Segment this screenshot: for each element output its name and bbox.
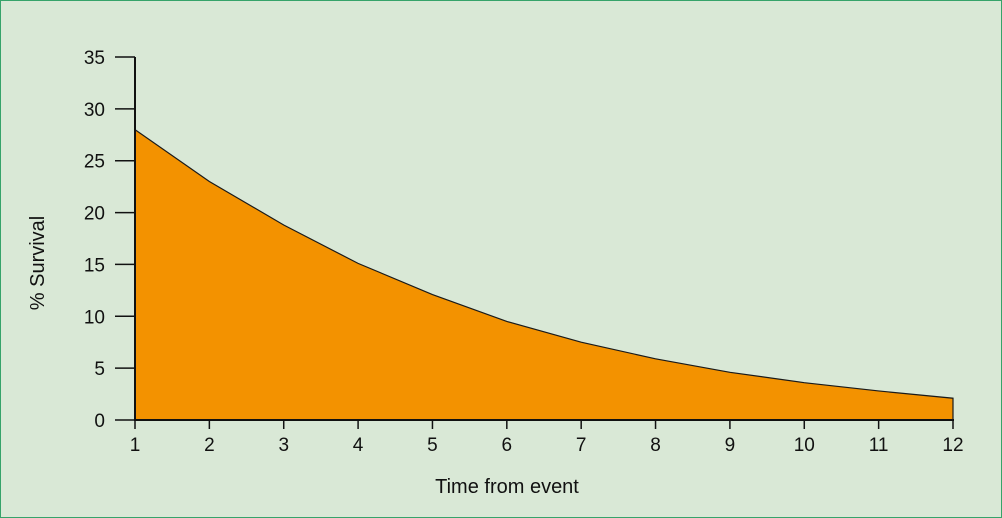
x-tick-label: 1: [130, 435, 141, 456]
x-tick-label: 11: [869, 435, 889, 456]
y-tick-label: 5: [94, 359, 105, 380]
y-tick-label: 20: [84, 204, 105, 225]
x-tick-label: 7: [576, 435, 587, 456]
x-tick-label: 12: [942, 435, 963, 456]
y-tick-label: 10: [84, 307, 105, 328]
y-axis-ticks: 0 5 10 15 20 25 30 35: [84, 48, 135, 432]
x-tick-label: 2: [204, 435, 215, 456]
x-tick-label: 9: [725, 435, 736, 456]
y-tick-label: 35: [84, 48, 105, 69]
x-tick-label: 10: [794, 435, 815, 456]
y-tick-label: 25: [84, 152, 105, 173]
x-tick-label: 3: [278, 435, 289, 456]
x-axis-ticks: 1 2 3 4 5 6 7 8 9 10 11 12: [130, 420, 964, 456]
x-tick-label: 8: [650, 435, 661, 456]
y-tick-label: 0: [94, 411, 105, 432]
x-tick-label: 5: [427, 435, 438, 456]
x-axis-title: Time from event: [435, 476, 579, 498]
y-tick-label: 15: [84, 255, 105, 276]
y-axis-title: % Survival: [27, 216, 49, 310]
survival-area: [134, 128, 954, 421]
y-tick-label: 30: [84, 100, 105, 121]
x-tick-label: 6: [502, 435, 513, 456]
x-tick-label: 4: [353, 435, 364, 456]
